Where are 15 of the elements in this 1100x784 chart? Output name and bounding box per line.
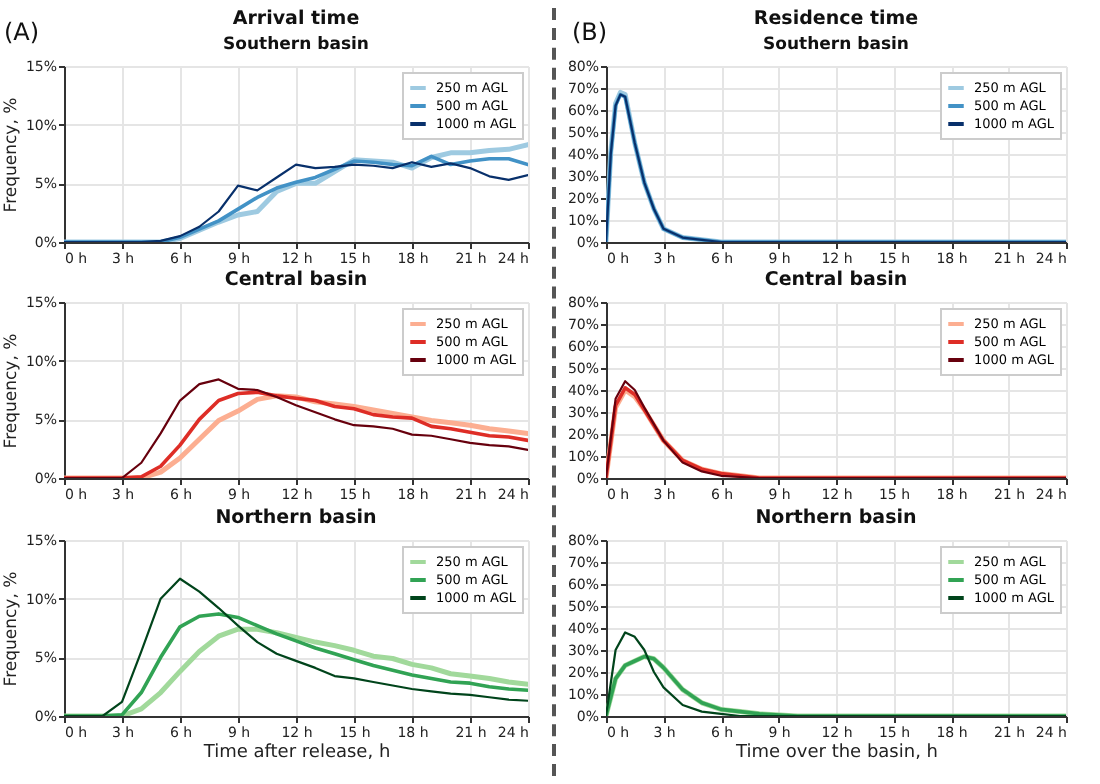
x-axis-title: Time after release, h bbox=[201, 743, 391, 763]
chart-title: Northern basin bbox=[215, 507, 378, 529]
y-axis-title: Frequency, % bbox=[1, 333, 22, 449]
chart-subtitle: Southern basin bbox=[223, 35, 369, 55]
y-axis-title: Frequency, % bbox=[1, 571, 22, 687]
chart-title: Residence time bbox=[753, 8, 919, 30]
text: (B) bbox=[572, 18, 608, 46]
y-axis-title: Frequency, % bbox=[1, 97, 22, 213]
x-axis-title: Time over the basin, h bbox=[734, 743, 938, 763]
chart-title: Central basin bbox=[224, 269, 368, 291]
text: (A) bbox=[4, 18, 40, 46]
chart-subtitle: Southern basin bbox=[763, 35, 909, 55]
chart-title: Arrival time bbox=[232, 8, 360, 30]
chart-title: Northern basin bbox=[755, 507, 918, 529]
chart-title: Central basin bbox=[764, 269, 908, 291]
